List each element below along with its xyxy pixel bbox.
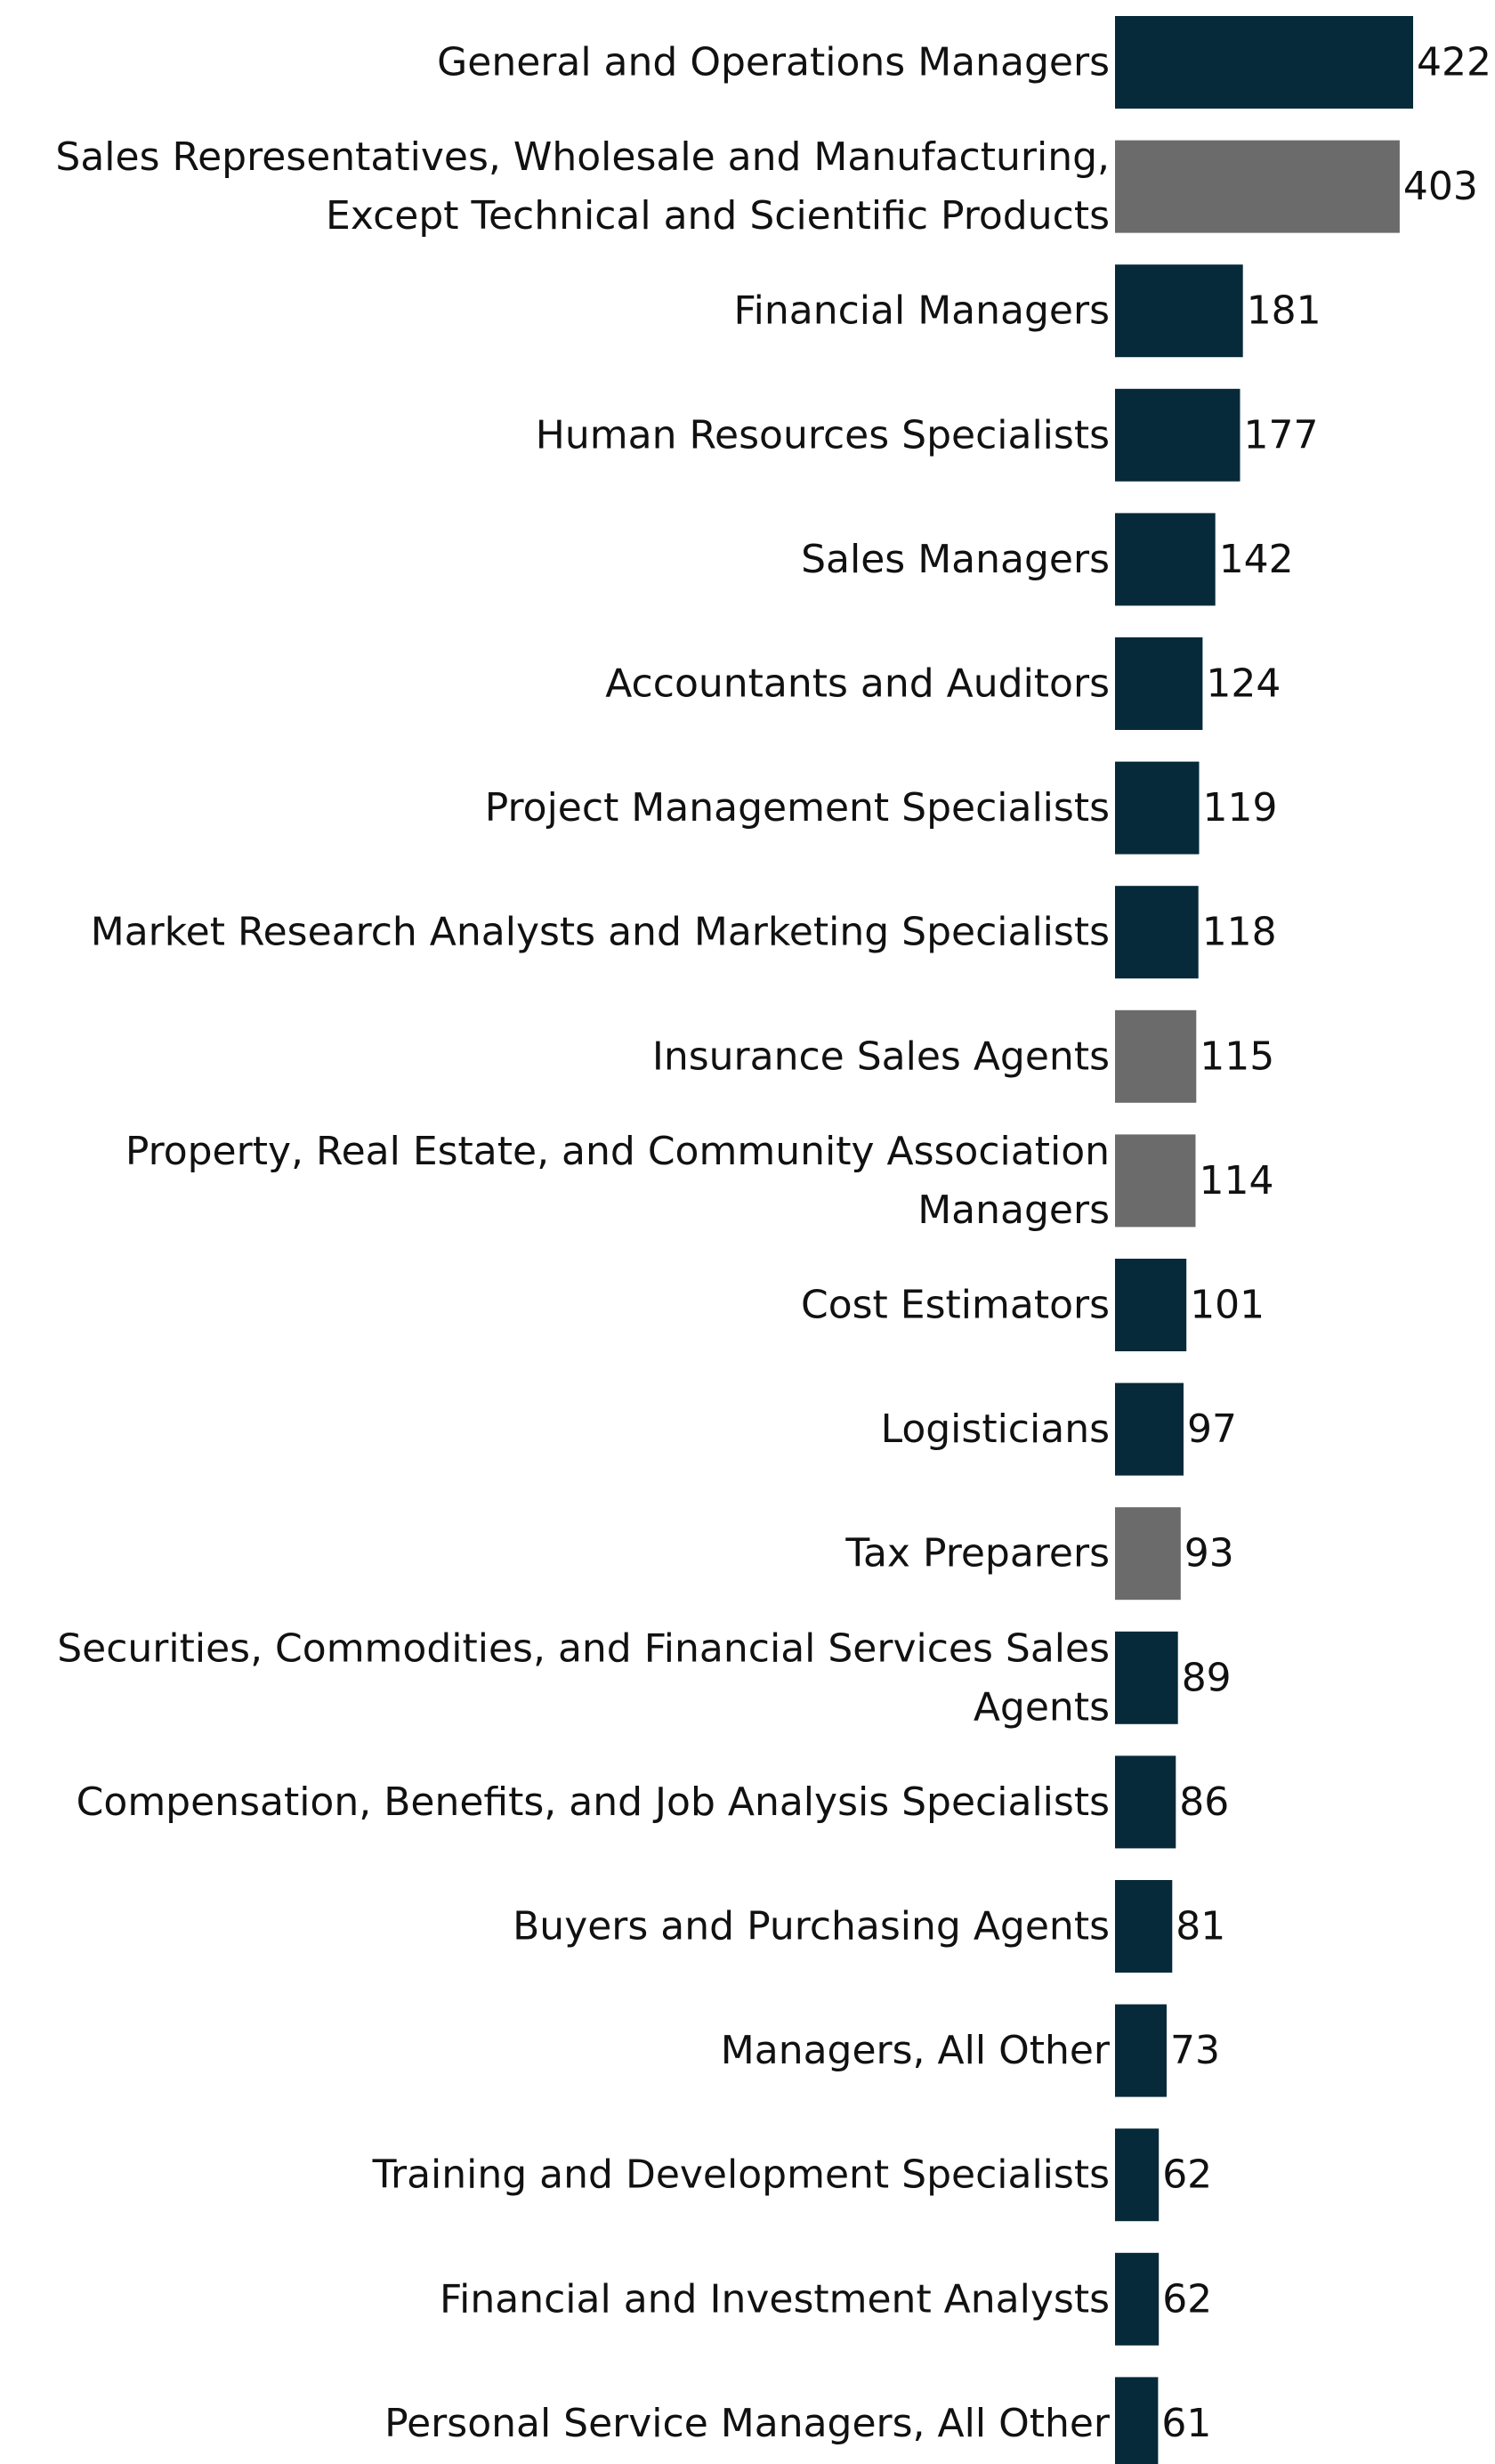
bars-layer <box>1115 16 1413 2464</box>
category-label: Sales Representatives, Wholesale and Man… <box>55 134 1110 239</box>
category-label-line: Cost Estimators <box>801 1283 1110 1328</box>
category-label-line: Managers, All Other <box>721 2028 1111 2073</box>
value-label: 62 <box>1162 2276 1212 2322</box>
value-label: 124 <box>1206 661 1281 707</box>
category-label: Insurance Sales Agents <box>652 1033 1110 1079</box>
bar <box>1115 16 1413 109</box>
bar <box>1115 388 1240 482</box>
value-label: 177 <box>1244 412 1319 458</box>
category-label-line: Buyers and Purchasing Agents <box>513 1904 1110 1949</box>
value-labels-layer: 422 403 181 177 142 124 119 118 115 114 101 97 93 89 8… <box>1161 40 1491 2446</box>
category-label: Human Resources Specialists <box>536 412 1110 458</box>
value-label: 81 <box>1176 1904 1225 1949</box>
value-label: 61 <box>1161 2401 1211 2446</box>
category-label: Securities, Commodities, and Financial S… <box>57 1625 1110 1730</box>
value-label: 62 <box>1162 2152 1212 2198</box>
category-label-line: General and Operations Managers <box>437 40 1110 85</box>
bar <box>1115 1880 1173 1973</box>
bar <box>1115 2377 1159 2464</box>
value-label: 142 <box>1219 537 1294 582</box>
bar <box>1115 1259 1187 1351</box>
category-label: Cost Estimators <box>801 1283 1110 1328</box>
value-label: 403 <box>1403 164 1478 209</box>
category-label: Logisticians <box>881 1406 1110 1452</box>
value-label: 89 <box>1182 1655 1232 1700</box>
bar <box>1115 1134 1196 1228</box>
value-label: 118 <box>1202 910 1277 955</box>
category-label: Compensation, Benefits, and Job Analysis… <box>77 1779 1110 1825</box>
value-label: 181 <box>1247 288 1321 334</box>
category-label: Market Research Analysts and Marketing S… <box>91 910 1110 955</box>
bar <box>1115 513 1216 606</box>
category-label: Financial and Investment Analysts <box>440 2276 1110 2322</box>
bar <box>1115 1755 1176 1849</box>
category-label-line: Financial and Investment Analysts <box>440 2276 1110 2322</box>
value-label: 422 <box>1417 40 1491 85</box>
category-label-line: Except Technical and Scientific Products <box>326 193 1110 239</box>
category-label-line: Sales Managers <box>801 537 1110 582</box>
bar <box>1115 2004 1167 2097</box>
category-label-line: Personal Service Managers, All Other <box>384 2401 1111 2446</box>
bar <box>1115 1507 1181 1601</box>
value-label: 119 <box>1203 785 1278 831</box>
value-label: 115 <box>1200 1033 1274 1079</box>
category-label-line: Tax Preparers <box>844 1531 1110 1576</box>
category-label-line: Financial Managers <box>734 288 1110 334</box>
category-label-line: Insurance Sales Agents <box>652 1033 1110 1079</box>
category-label-line: Accountants and Auditors <box>605 661 1110 707</box>
category-label: Personal Service Managers, All Other <box>384 2401 1111 2446</box>
bar <box>1115 2252 1160 2346</box>
category-label: Financial Managers <box>734 288 1110 334</box>
bar <box>1115 637 1203 730</box>
bar <box>1115 1631 1178 1724</box>
bar <box>1115 2128 1160 2222</box>
value-label: 97 <box>1187 1406 1237 1452</box>
category-label-line: Market Research Analysts and Marketing S… <box>91 910 1110 955</box>
value-label: 73 <box>1170 2028 1220 2073</box>
category-label: Property, Real Estate, and Community Ass… <box>125 1129 1110 1233</box>
category-label: General and Operations Managers <box>437 40 1110 85</box>
bar <box>1115 886 1199 979</box>
category-label-line: Agents <box>974 1684 1110 1730</box>
category-label: Buyers and Purchasing Agents <box>513 1904 1110 1949</box>
category-label-line: Managers <box>917 1187 1110 1233</box>
category-label-line: Logisticians <box>881 1406 1110 1452</box>
bar <box>1115 1382 1184 1476</box>
bar <box>1115 1009 1197 1103</box>
bar <box>1115 761 1200 855</box>
value-label: 114 <box>1200 1158 1274 1204</box>
category-label: Sales Managers <box>801 537 1110 582</box>
category-label: Managers, All Other <box>721 2028 1111 2073</box>
category-label-line: Human Resources Specialists <box>536 412 1110 458</box>
category-label-line: Project Management Specialists <box>485 785 1110 831</box>
category-label-line: Compensation, Benefits, and Job Analysis… <box>77 1779 1110 1825</box>
value-label: 86 <box>1179 1779 1229 1825</box>
category-label: Training and Development Specialists <box>372 2152 1110 2198</box>
category-label-line: Training and Development Specialists <box>372 2152 1110 2198</box>
category-labels-layer: General and Operations Managers Sales Rep… <box>55 40 1111 2446</box>
category-label-line: Securities, Commodities, and Financial S… <box>57 1625 1110 1671</box>
category-label: Project Management Specialists <box>485 785 1110 831</box>
category-label: Accountants and Auditors <box>605 661 1110 707</box>
category-label: Tax Preparers <box>844 1531 1110 1576</box>
bar <box>1115 140 1400 233</box>
value-label: 93 <box>1184 1531 1234 1576</box>
category-label-line: Property, Real Estate, and Community Ass… <box>125 1129 1110 1174</box>
category-label-line: Sales Representatives, Wholesale and Man… <box>55 134 1110 180</box>
bar <box>1115 264 1243 358</box>
value-label: 101 <box>1190 1283 1265 1328</box>
